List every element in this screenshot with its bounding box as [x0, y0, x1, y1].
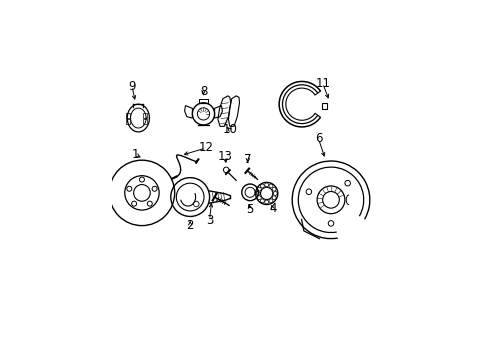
Text: 10: 10 — [222, 123, 237, 136]
Bar — [125, 119, 130, 124]
Text: 4: 4 — [268, 202, 276, 216]
Text: 3: 3 — [205, 213, 213, 226]
Text: 1: 1 — [132, 148, 139, 161]
Text: 8: 8 — [200, 85, 207, 98]
Bar — [125, 113, 130, 118]
Text: 9: 9 — [128, 80, 136, 93]
Text: 7: 7 — [244, 153, 251, 166]
Text: 13: 13 — [217, 150, 232, 163]
Text: 11: 11 — [315, 77, 329, 90]
Text: 6: 6 — [314, 132, 322, 145]
Bar — [143, 113, 147, 118]
Text: 5: 5 — [246, 203, 253, 216]
Bar — [143, 119, 147, 124]
Text: 2: 2 — [186, 219, 194, 232]
Text: 12: 12 — [198, 141, 213, 154]
Bar — [322, 103, 326, 109]
